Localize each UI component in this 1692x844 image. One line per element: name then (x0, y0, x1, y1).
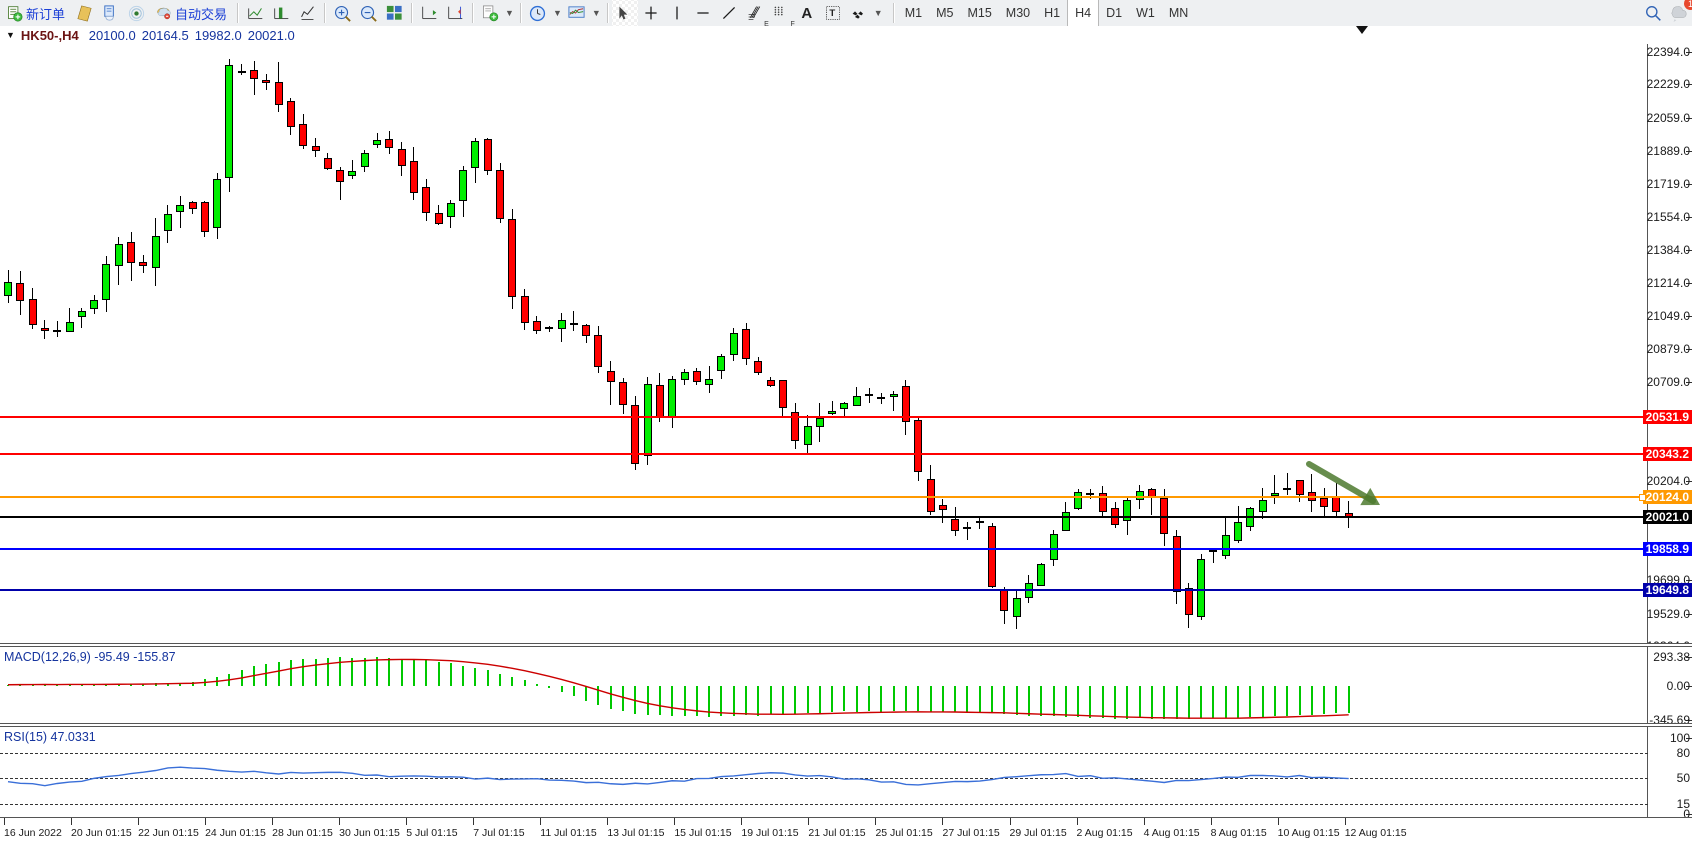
svg-text:T: T (829, 8, 835, 19)
